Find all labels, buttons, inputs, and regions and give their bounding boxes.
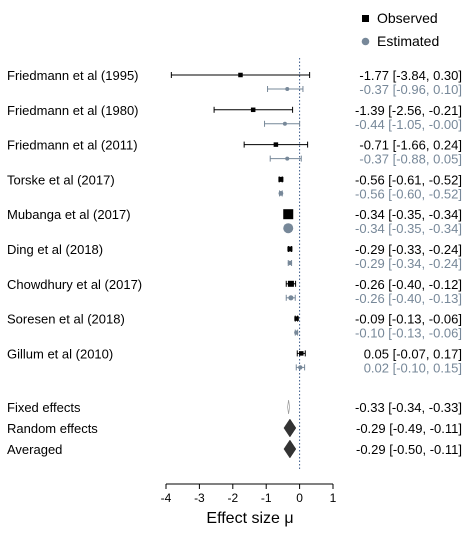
study-row: Friedmann et al (1995) -1.77 [-3.84, 0.30… [7, 68, 462, 97]
study-row: Friedmann et al (1980) -1.39 [-2.56, -0.2… [7, 103, 462, 132]
x-tick-label: -3 [194, 491, 205, 505]
study-label: Friedmann et al (2011) [7, 138, 138, 153]
observed-value-label: -0.26 [-0.40, -0.12] [355, 277, 462, 292]
estimated-value-label: -0.26 [-0.40, -0.13] [355, 291, 462, 306]
summary-value-label: -0.29 [-0.49, -0.11] [356, 421, 462, 436]
observed-value-label: -0.29 [-0.33, -0.24] [355, 242, 462, 257]
summary-value-label: -0.29 [-0.50, -0.11] [356, 442, 462, 457]
estimated-value-label: -0.29 [-0.34, -0.24] [355, 256, 462, 271]
estimated-point [282, 121, 287, 126]
estimated-value-label: -0.56 [-0.60, -0.52] [355, 186, 462, 201]
study-row: Friedmann et al (2011) -0.71 [-1.66, 0.24… [7, 138, 462, 167]
observed-point [238, 72, 243, 78]
observed-value-label: -0.09 [-0.13, -0.06] [355, 312, 462, 327]
observed-point [287, 246, 293, 252]
summary-label: Fixed effects [7, 400, 81, 415]
study-label: Gillum et al (2010) [7, 346, 113, 361]
legend-observed-marker [362, 15, 369, 22]
observed-point [299, 351, 304, 356]
observed-value-label: -0.71 [-1.66, 0.24] [359, 138, 462, 153]
observed-value-label: -1.39 [-2.56, -0.21] [355, 103, 462, 118]
legend-observed-label: Observed [377, 10, 438, 26]
x-tick-label: 1 [330, 491, 337, 505]
summary-value-label: -0.33 [-0.34, -0.33] [355, 400, 462, 415]
study-label: Soresen et al (2018) [7, 312, 125, 327]
estimated-point [285, 156, 290, 161]
study-label: Mubanga et al (2017) [7, 207, 131, 222]
estimated-point [288, 295, 294, 301]
summary-diamond [283, 418, 297, 438]
study-row: Ding et al (2018) -0.29 [-0.33, -0.24]-0.… [7, 242, 462, 271]
estimated-point [285, 87, 290, 91]
estimated-value-label: -0.37 [-0.96, 0.10] [359, 82, 462, 97]
study-label: Chowdhury et al (2017) [7, 277, 142, 292]
estimated-value-label: -0.34 [-0.35, -0.34] [355, 221, 462, 236]
estimated-point [278, 191, 284, 196]
summary-row: Random effects -0.29 [-0.49, -0.11] [7, 418, 462, 438]
estimated-value-label: -0.10 [-0.13, -0.06] [355, 326, 462, 341]
study-label: Ding et al (2018) [7, 242, 103, 257]
legend: Observed Estimated [361, 10, 439, 49]
study-row: Soresen et al (2018) -0.09 [-0.13, -0.06]… [7, 312, 462, 341]
study-label: Torske et al (2017) [7, 172, 115, 187]
summary-diamond [283, 439, 297, 459]
study-row: Gillum et al (2010) 0.05 [-0.07, 0.17]0.0… [7, 346, 462, 375]
observed-point [287, 280, 294, 287]
estimated-point [287, 260, 293, 266]
x-tick-label: -2 [227, 491, 238, 505]
estimated-point [298, 365, 303, 370]
x-axis: -4 -3 -2 -1 0 1 [161, 483, 337, 505]
observed-point [250, 107, 256, 113]
observed-value-label: 0.05 [-0.07, 0.17] [364, 346, 462, 361]
summaries-layer: Fixed effects -0.33 [-0.34, -0.33] Random … [7, 399, 462, 459]
summary-label: Averaged [7, 442, 62, 457]
study-label: Friedmann et al (1980) [7, 103, 139, 118]
estimated-point [283, 223, 294, 234]
x-tick-label: 0 [296, 491, 303, 505]
estimated-point [294, 330, 299, 335]
observed-value-label: -0.56 [-0.61, -0.52] [355, 172, 462, 187]
study-label: Friedmann et al (1995) [7, 68, 139, 83]
observed-value-label: -1.77 [-3.84, 0.30] [359, 68, 462, 83]
legend-estimated-marker [361, 37, 370, 46]
study-row: Chowdhury et al (2017) -0.26 [-0.40, -0.1… [7, 277, 462, 306]
estimated-value-label: 0.02 [-0.10, 0.15] [364, 360, 462, 375]
studies-layer: Friedmann et al (1995) -1.77 [-3.84, 0.30… [7, 68, 462, 375]
legend-estimated-label: Estimated [377, 33, 439, 49]
study-row: Mubanga et al (2017) -0.34 [-0.35, -0.34]… [7, 207, 462, 236]
x-tick-label: -4 [161, 491, 172, 505]
estimated-value-label: -0.37 [-0.88, 0.05] [359, 152, 462, 167]
summary-diamond [287, 399, 290, 415]
summary-row: Averaged -0.29 [-0.50, -0.11] [7, 439, 462, 459]
observed-value-label: -0.34 [-0.35, -0.34] [355, 207, 462, 222]
observed-point [283, 209, 294, 220]
observed-point [294, 316, 299, 321]
x-tick-label: -1 [261, 491, 272, 505]
observed-point [273, 142, 279, 147]
summary-row: Fixed effects -0.33 [-0.34, -0.33] [7, 399, 462, 415]
observed-point [278, 176, 284, 182]
estimated-value-label: -0.44 [-1.05, -0.00] [355, 117, 462, 132]
x-axis-label: Effect size μ [206, 510, 293, 527]
summary-label: Random effects [7, 421, 98, 436]
study-row: Torske et al (2017) -0.56 [-0.61, -0.52]-… [7, 172, 462, 201]
